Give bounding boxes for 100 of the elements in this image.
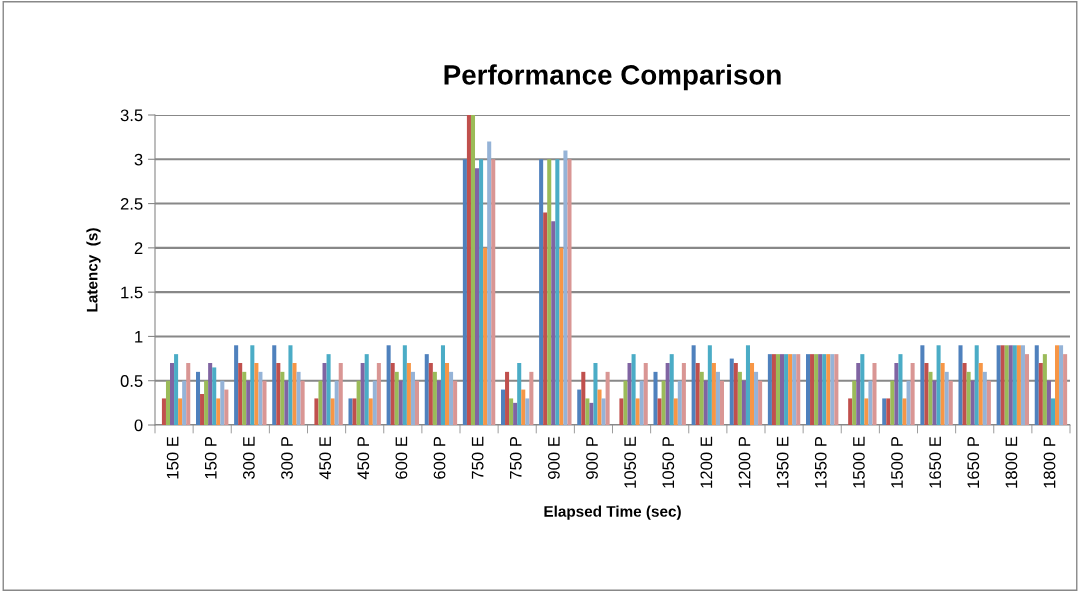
- bar: [348, 398, 353, 425]
- bar: [250, 345, 255, 425]
- bar: [372, 380, 377, 425]
- x-tick-label: 300 P: [281, 436, 293, 480]
- bar: [669, 354, 674, 425]
- x-tick-label: 1800 E: [1005, 436, 1018, 488]
- bar: [940, 363, 945, 425]
- bar: [500, 389, 506, 425]
- bar: [436, 380, 441, 425]
- bar: [453, 380, 458, 425]
- bar: [224, 389, 229, 425]
- bar: [711, 363, 716, 425]
- bar: [338, 363, 343, 425]
- bar: [186, 363, 191, 425]
- bar: [1004, 345, 1009, 425]
- bar: [424, 354, 429, 425]
- bar: [627, 363, 632, 425]
- bar: [200, 394, 205, 425]
- bar: [402, 345, 407, 425]
- bar: [677, 380, 682, 425]
- bar: [195, 371, 201, 425]
- bar: [585, 398, 590, 425]
- bar: [771, 354, 776, 425]
- bar: [703, 380, 708, 425]
- bar: [868, 380, 873, 425]
- bar: [386, 345, 391, 425]
- bar: [479, 159, 484, 425]
- bar: [300, 380, 305, 425]
- bar: [605, 371, 610, 425]
- bar: [928, 371, 933, 425]
- bar: [623, 380, 628, 425]
- bar: [910, 363, 915, 425]
- bar: [174, 354, 179, 425]
- bar: [864, 398, 869, 425]
- x-tick-label: 1350 E: [776, 436, 789, 488]
- bar: [406, 363, 411, 425]
- x-tick-label: 150 P: [204, 436, 217, 479]
- bar: [749, 363, 755, 425]
- bar: [292, 363, 297, 425]
- bar: [775, 354, 781, 425]
- bar: [238, 363, 243, 425]
- bar: [559, 247, 564, 425]
- bar: [284, 380, 289, 425]
- bar: [695, 363, 700, 425]
- bar: [643, 363, 648, 425]
- bar: [860, 354, 865, 425]
- bar: [326, 354, 331, 425]
- x-tick-label: 600 P: [433, 436, 446, 479]
- x-tick-label: 600 E: [395, 436, 408, 479]
- bar: [352, 398, 357, 425]
- bar: [555, 159, 560, 425]
- y-axis-title: Latency (s): [86, 228, 101, 312]
- bar: [360, 363, 365, 425]
- bar: [691, 345, 696, 425]
- bar: [733, 363, 738, 425]
- bar: [796, 354, 801, 425]
- bar: [280, 371, 285, 425]
- bar: [754, 371, 759, 425]
- bar: [944, 371, 949, 425]
- bar: [814, 354, 819, 425]
- x-tick-label: 1050 P: [662, 436, 675, 488]
- bar: [517, 363, 522, 425]
- bar: [966, 371, 971, 425]
- bar: [521, 389, 526, 425]
- y-tick-label: 3.5: [120, 109, 143, 122]
- bar: [856, 363, 861, 425]
- bar: [182, 380, 187, 425]
- bar: [906, 380, 911, 425]
- bar: [1016, 345, 1021, 425]
- bar: [216, 398, 221, 425]
- x-tick-label: 1500 E: [852, 436, 865, 488]
- bar: [948, 380, 953, 425]
- y-tick-label: 1: [135, 331, 143, 343]
- bar: [440, 345, 445, 425]
- bar: [962, 363, 967, 425]
- bar: [826, 354, 831, 425]
- bar: [597, 389, 602, 425]
- bar: [330, 398, 335, 425]
- y-tick-label: 1.5: [121, 286, 143, 299]
- bar: [483, 247, 488, 425]
- x-tick-label: 1650 E: [929, 436, 942, 488]
- bar: [818, 354, 823, 425]
- bar: [567, 159, 572, 425]
- bar: [165, 380, 171, 425]
- bar: [958, 345, 963, 425]
- bar: [428, 363, 433, 425]
- bar: [653, 371, 658, 425]
- bar: [318, 380, 323, 425]
- bar: [1046, 380, 1051, 425]
- bar: [788, 354, 793, 425]
- bar: [707, 345, 712, 425]
- bar: [462, 159, 467, 425]
- bar: [539, 159, 544, 425]
- bar: [872, 363, 877, 425]
- bar: [525, 398, 530, 425]
- bar: [234, 345, 239, 425]
- x-tick-label: 1050 E: [624, 436, 637, 488]
- bar: [394, 371, 399, 425]
- bar: [364, 354, 369, 425]
- bar: [898, 354, 903, 425]
